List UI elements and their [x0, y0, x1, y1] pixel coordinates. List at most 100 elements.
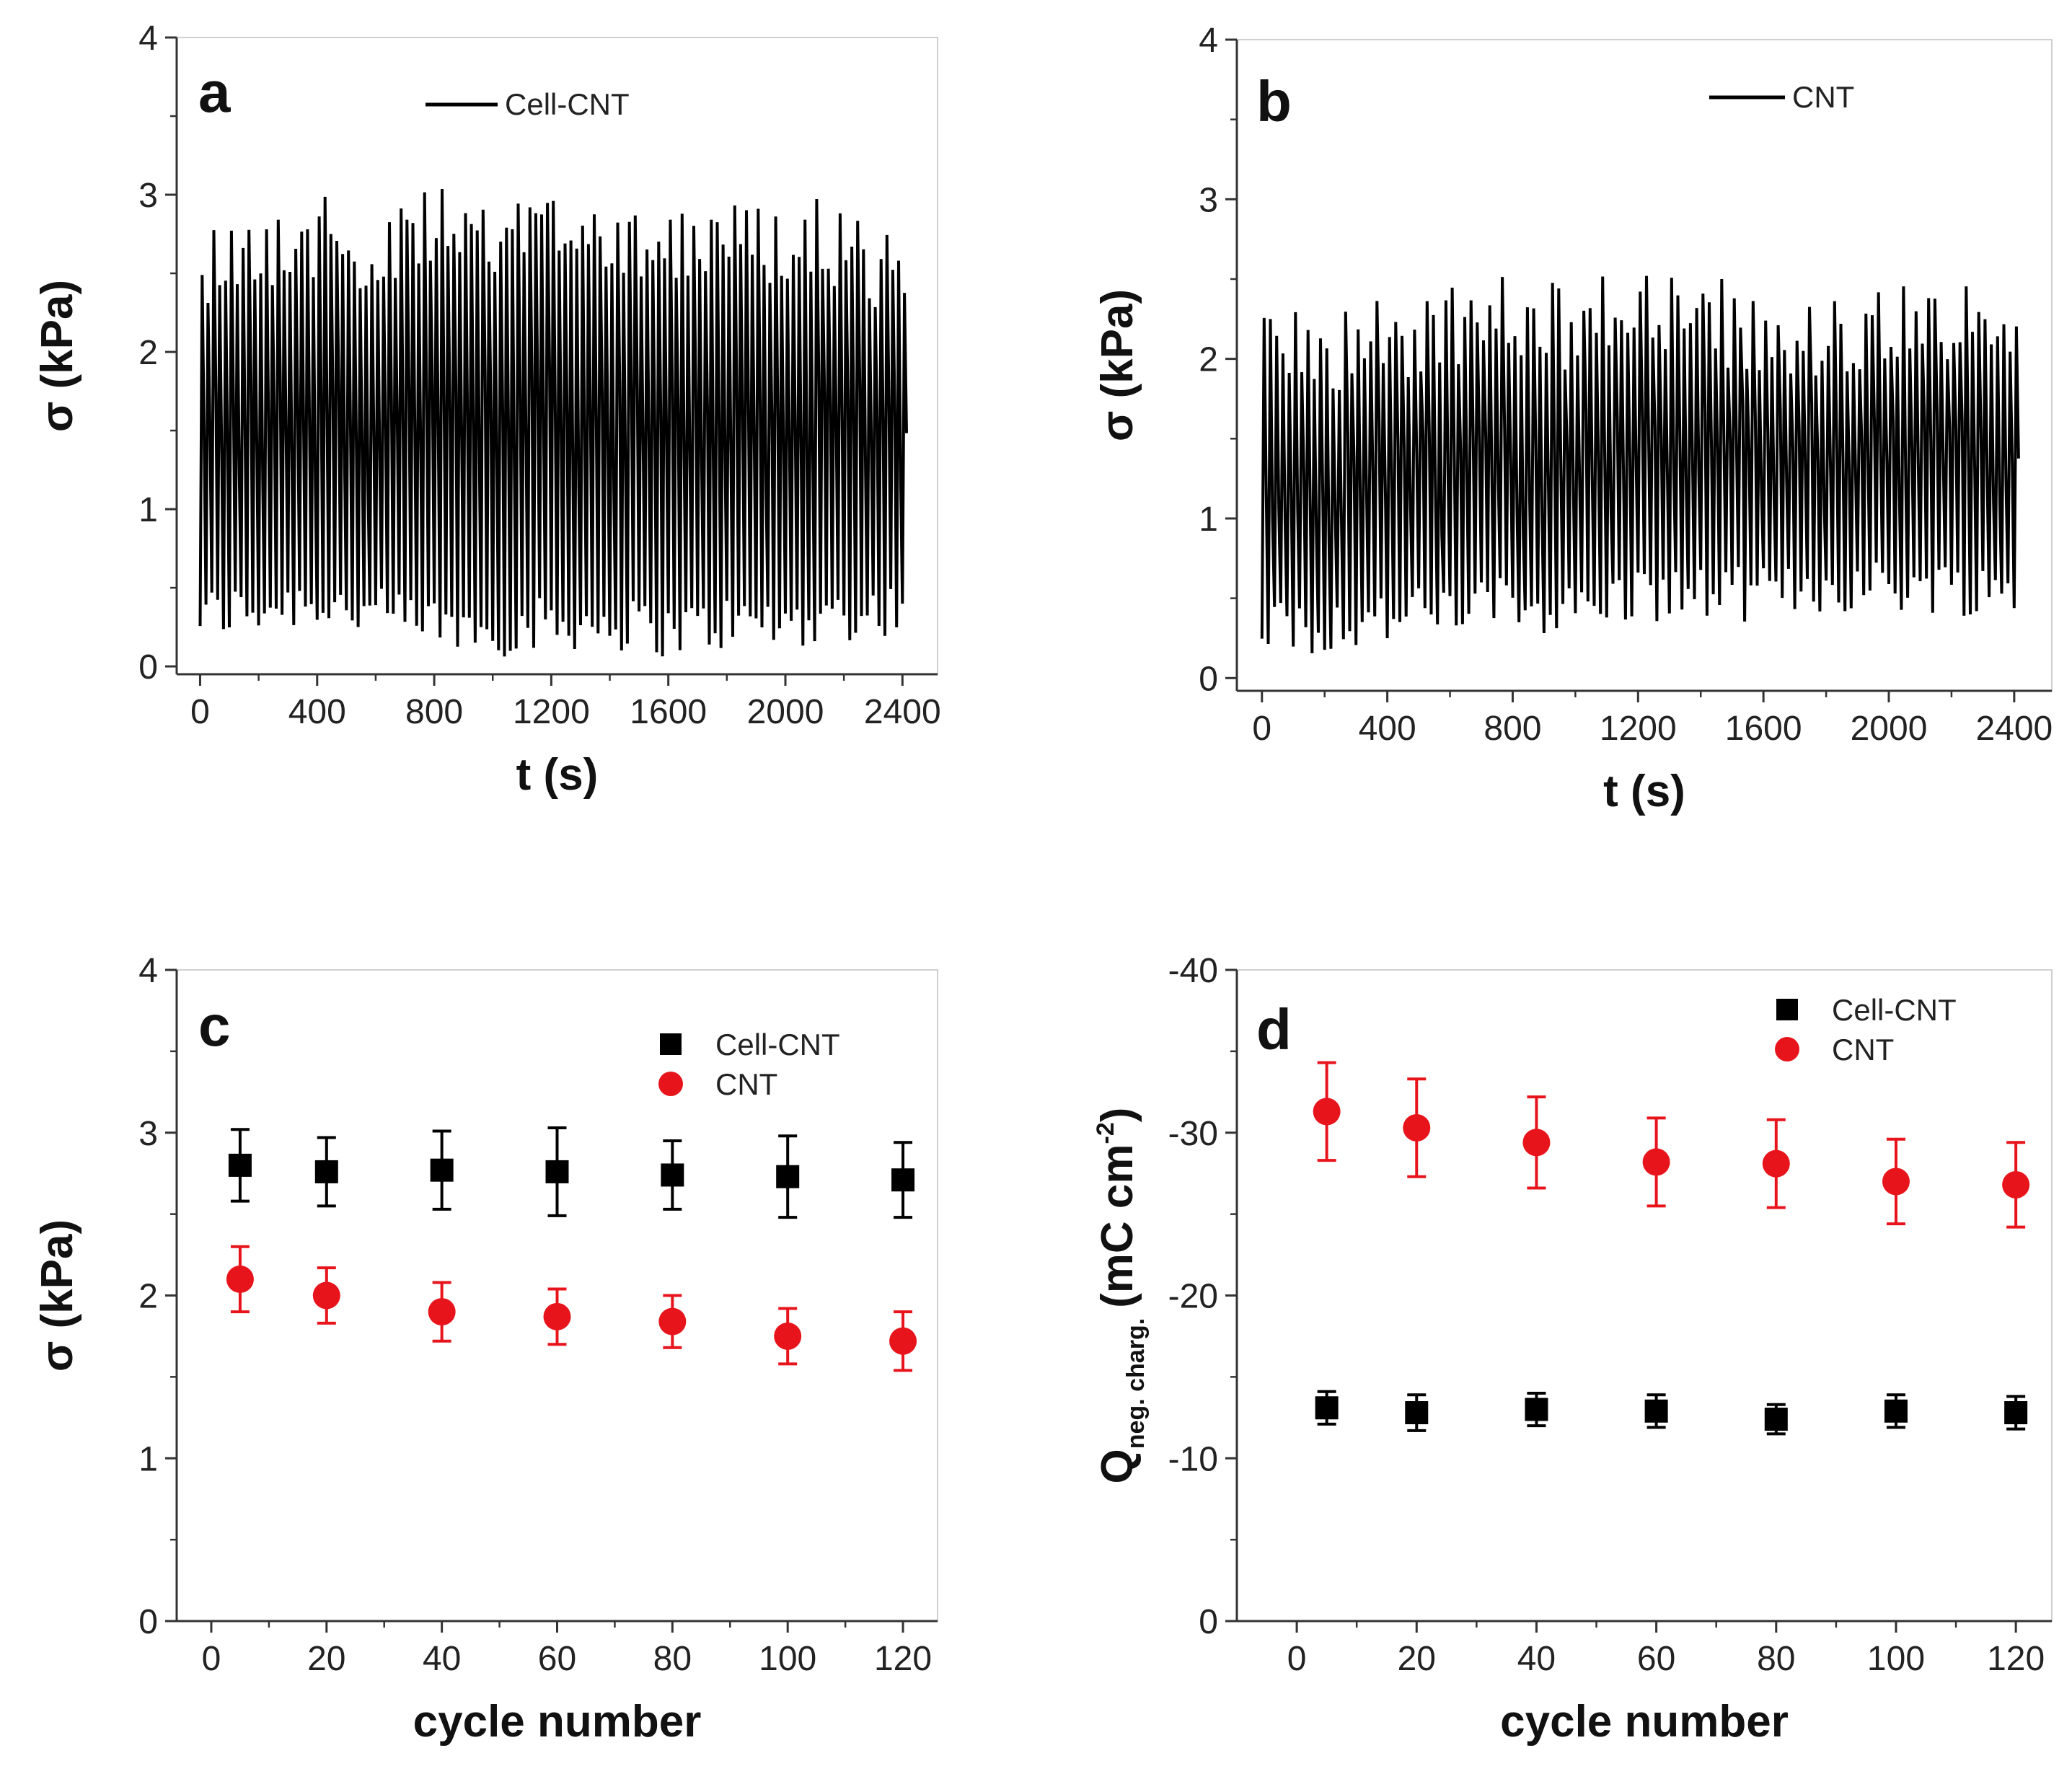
data-point [1405, 1401, 1429, 1425]
legend-label: Cell-CNT [715, 1028, 840, 1061]
series-cnt [226, 1245, 917, 1372]
data-point [430, 1158, 454, 1182]
y-tick-label: 4 [1199, 22, 1218, 60]
x-tick-label: 2000 [747, 693, 824, 731]
data-point [1525, 1398, 1548, 1421]
y-axis-label: σ (kPa) [32, 280, 82, 432]
data-point [658, 1307, 687, 1336]
data-point [1522, 1129, 1551, 1157]
panel-label: a [198, 60, 231, 124]
data-point [314, 1160, 338, 1183]
x-axis-label: t (s) [516, 750, 599, 800]
chart-panel-a: 0 400 800 1200 1600 2000 2400 0 1 2 3 4 t (s) σ (kPa)… [32, 19, 941, 800]
y-tick-label: 4 [138, 19, 158, 58]
legend-marker [1776, 999, 1798, 1020]
legend-marker [660, 1033, 682, 1055]
y-tick-label: 1 [1199, 500, 1218, 539]
data-point [1884, 1399, 1908, 1423]
y-tick-label: 2 [138, 1278, 158, 1316]
data-point [891, 1168, 915, 1192]
chart-panel-d: 0 20 40 60 80 100 120 0 -10 -20 -30 -40 cycle number… [1092, 952, 2053, 1747]
y-tick-label: 0 [138, 648, 158, 687]
x-tick-label: 400 [1359, 710, 1416, 748]
data-point [1313, 1098, 1341, 1126]
x-tick-label: 60 [538, 1640, 576, 1678]
x-tick-label: 1200 [513, 693, 590, 731]
panel-label: b [1256, 69, 1292, 133]
y-tick-label: 2 [138, 334, 158, 372]
x-tick-label: 60 [1637, 1640, 1675, 1678]
series-trace-cnt [1260, 275, 2020, 653]
data-point [226, 1265, 254, 1293]
x-tick-label: 0 [202, 1640, 221, 1678]
y-axis-label-part: -2 [1092, 1122, 1119, 1144]
y-tick-label: 0 [1199, 660, 1218, 698]
x-tick-label: 20 [1398, 1640, 1436, 1678]
y-tick-label: -10 [1168, 1440, 1218, 1478]
data-point [1882, 1167, 1910, 1196]
data-point [1644, 1399, 1668, 1423]
y-tick-label: 1 [138, 1440, 158, 1478]
data-point [2002, 1170, 2030, 1198]
x-tick-label: 0 [1287, 1640, 1307, 1678]
x-tick-label: 0 [1252, 710, 1271, 748]
y-tick-label: 0 [138, 1603, 158, 1641]
data-point [543, 1302, 571, 1330]
chart-panel-b: 0 400 800 1200 1600 2000 2400 0 1 2 3 4 t (s) σ (kPa)… [1093, 22, 2053, 816]
series-cell-cnt [1315, 1390, 2028, 1436]
x-tick-label: 100 [759, 1640, 816, 1678]
y-tick-label: 0 [1199, 1603, 1218, 1641]
x-tick-label: 0 [190, 693, 210, 731]
y-axis-label-part: ) [1093, 1108, 1142, 1123]
y-axis-label-part: Q [1093, 1449, 1142, 1483]
x-tick-label: 2000 [1851, 710, 1928, 748]
panel-label: d [1256, 997, 1292, 1061]
legend-marker [658, 1072, 683, 1096]
x-tick-label: 80 [653, 1640, 692, 1678]
y-tick-label: 1 [138, 491, 158, 529]
legend-label: CNT [1832, 1033, 1894, 1067]
x-tick-label: 20 [307, 1640, 345, 1678]
x-tick-label: 120 [874, 1640, 932, 1678]
data-point [1762, 1149, 1790, 1178]
y-axis-label: Qneg. charg. (mC cm-2) [1092, 1108, 1150, 1484]
x-tick-label: 2400 [1975, 710, 2053, 748]
data-point [1764, 1408, 1788, 1431]
y-tick-label: 3 [138, 177, 158, 215]
y-tick-label: 4 [138, 952, 158, 990]
x-tick-label: 120 [1987, 1640, 2045, 1678]
y-tick-label: -30 [1168, 1115, 1218, 1153]
y-tick-label: -40 [1168, 952, 1218, 990]
legend-marker [1775, 1037, 1799, 1061]
x-tick-label: 1600 [630, 693, 707, 731]
series-cnt [1313, 1061, 2030, 1229]
data-point [774, 1322, 802, 1350]
x-tick-label: 100 [1867, 1640, 1925, 1678]
legend-label: CNT [1792, 80, 1854, 114]
y-tick-label: 2 [1199, 341, 1218, 379]
legend-label: CNT [715, 1067, 777, 1101]
y-axis-label-part: (mC cm [1093, 1144, 1142, 1307]
x-tick-label: 40 [423, 1640, 461, 1678]
data-point [428, 1298, 456, 1326]
data-point [776, 1165, 800, 1188]
series-cell-cnt [228, 1126, 915, 1219]
data-point [1315, 1396, 1339, 1420]
data-point [661, 1163, 684, 1187]
panel-label: c [198, 994, 231, 1058]
legend-label: Cell-CNT [1832, 993, 1957, 1027]
data-point [1403, 1113, 1431, 1142]
y-axis-label-part: neg. charg. [1122, 1318, 1150, 1449]
y-tick-label: 3 [138, 1115, 158, 1153]
data-point [545, 1160, 569, 1183]
legend-label: Cell-CNT [505, 87, 630, 121]
x-tick-label: 2400 [864, 693, 941, 731]
x-tick-label: 400 [288, 693, 346, 731]
x-tick-label: 800 [405, 693, 463, 731]
data-point [2004, 1401, 2028, 1425]
x-tick-label: 40 [1517, 1640, 1556, 1678]
x-tick-label: 800 [1484, 710, 1541, 748]
chart-panel-c: 0 20 40 60 80 100 120 0 1 2 3 4 cycle number σ (kPa) c… [32, 952, 938, 1747]
